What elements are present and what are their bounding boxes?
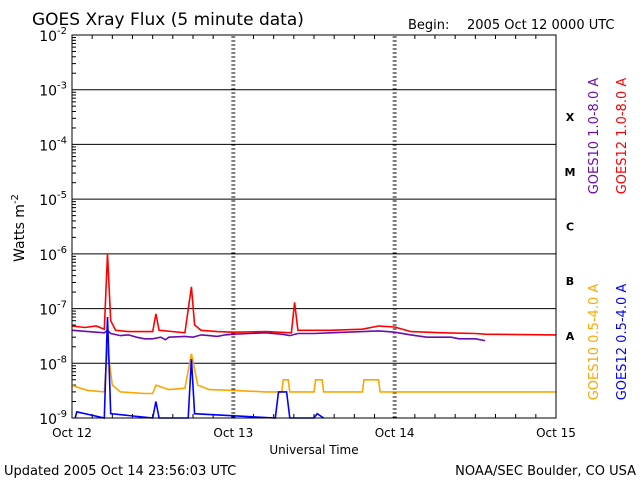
y-tick-base: 10 (39, 412, 57, 428)
y-tick-label: 10-8 (39, 354, 67, 373)
y-tick-base: 10 (39, 357, 57, 373)
x-tick-label: Oct 14 (375, 426, 415, 440)
flare-class-label: X (566, 111, 575, 124)
series-line (71, 253, 557, 336)
flare-class-label: A (566, 330, 575, 343)
y-axis-label-exponent: -2 (10, 194, 21, 204)
y-tick-label: 10-4 (39, 135, 67, 154)
y-tick-base: 10 (39, 193, 57, 209)
chart-title: GOES Xray Flux (5 minute data) (32, 10, 304, 30)
y-tick-base: 10 (39, 84, 57, 100)
y-axis-label-base: Watts m (12, 204, 28, 262)
y-tick-base: 10 (39, 138, 57, 154)
y-tick-exponent: -2 (57, 26, 67, 37)
flare-class-label: M (565, 166, 576, 179)
y-tick-exponent: -3 (57, 81, 67, 92)
begin-label: Begin: (408, 18, 449, 33)
series-line (71, 346, 556, 395)
y-tick-base: 10 (39, 303, 57, 319)
y-tick-base: 10 (39, 248, 57, 264)
y-tick-label: 10-6 (39, 245, 67, 264)
y-tick-exponent: -6 (57, 245, 67, 256)
x-tick-label: Oct 13 (213, 426, 253, 440)
legend-entry: GOES10 0.5-4.0 A (587, 284, 602, 401)
y-tick-exponent: -4 (57, 135, 67, 146)
x-tick-label: Oct 15 (536, 426, 576, 440)
y-tick-exponent: -9 (57, 409, 67, 420)
series-line (71, 329, 486, 342)
y-tick-label: 10-7 (39, 300, 67, 319)
flare-class-label: B (566, 275, 574, 288)
y-tick-label: 10-5 (39, 190, 67, 209)
x-axis-label: Universal Time (269, 443, 358, 457)
footer-credit: NOAA/SEC Boulder, CO USA (455, 464, 636, 479)
legend-entry: GOES12 1.0-8.0 A (615, 78, 630, 195)
footer-updated: Updated 2005 Oct 14 23:56:03 UTC (4, 464, 236, 479)
grid-layer (72, 35, 556, 418)
y-tick-label: 10-2 (39, 26, 67, 45)
series-layer (71, 253, 557, 419)
svg-text:Watts m-2: Watts m-2 (10, 194, 28, 262)
begin-value: 2005 Oct 12 0000 UTC (467, 18, 615, 33)
y-tick-exponent: -5 (57, 190, 67, 201)
flare-class-label: C (566, 221, 574, 234)
y-tick-label: 10-3 (39, 81, 67, 100)
text-layer: GOES Xray Flux (5 minute data) Begin: 20… (4, 10, 636, 479)
x-tick-label: Oct 12 (52, 426, 92, 440)
plot-frame (71, 34, 557, 419)
legend-entry: GOES12 0.5-4.0 A (615, 284, 630, 401)
legend-entry: GOES10 1.0-8.0 A (587, 78, 602, 195)
y-tick-base: 10 (39, 29, 57, 45)
y-axis-label: Watts m-2 (10, 194, 28, 262)
y-tick-exponent: -8 (57, 354, 67, 365)
y-tick-label: 10-9 (39, 409, 67, 428)
y-tick-exponent: -7 (57, 300, 67, 311)
